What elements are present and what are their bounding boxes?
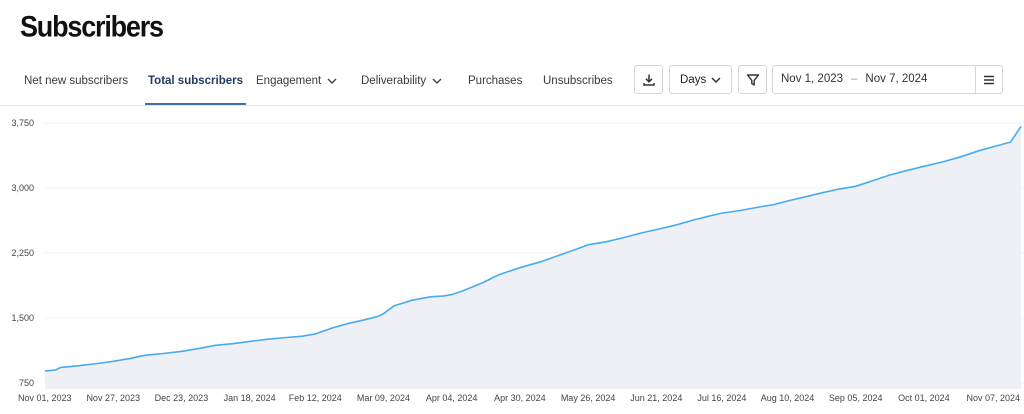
chart-area-fill: [45, 126, 1021, 389]
tab-unsubscribes[interactable]: Unsubscribes: [543, 62, 613, 105]
date-range-text: Nov 1, 2023– Nov 7, 2024: [781, 66, 927, 93]
x-tick-label: Jul 16, 2024: [697, 393, 746, 403]
date-end: Nov 7, 2024: [865, 73, 928, 85]
date-range-picker[interactable]: Nov 1, 2023– Nov 7, 2024: [772, 65, 1003, 94]
y-tick-label: 1,500: [11, 313, 34, 323]
x-tick-label: Apr 30, 2024: [494, 393, 546, 403]
y-tick-label: 3,000: [11, 183, 34, 193]
hamburger-menu-icon: [984, 75, 994, 84]
x-axis: Nov 01, 2023 Nov 27, 2023 Dec 23, 2023 Jan …: [18, 393, 1020, 403]
x-tick-label: May 26, 2024: [561, 393, 616, 403]
y-tick-label: 2,250: [11, 248, 34, 258]
x-tick-label: Apr 04, 2024: [426, 393, 478, 403]
x-tick-label: Oct 01, 2024: [898, 393, 950, 403]
x-tick-label: Dec 23, 2023: [155, 393, 209, 403]
filter-icon: [746, 73, 759, 86]
y-tick-label: 750: [19, 378, 34, 388]
x-tick-label: Jan 18, 2024: [224, 393, 276, 403]
tab-purchases[interactable]: Purchases: [468, 62, 522, 105]
x-tick-label: Nov 27, 2023: [86, 393, 140, 403]
download-button[interactable]: [634, 65, 663, 94]
interval-value: Days: [680, 73, 707, 86]
tab-label: Total subscribers: [148, 75, 244, 87]
tab-net-new-subscribers[interactable]: Net new subscribers: [24, 62, 128, 105]
x-tick-label: Aug 10, 2024: [761, 393, 815, 403]
tab-label: Net new subscribers: [24, 75, 129, 87]
date-separator: –: [851, 73, 858, 85]
tab-engagement[interactable]: Engagement: [256, 62, 337, 105]
chevron-down-icon: [711, 76, 721, 83]
tab-label: Deliverability: [361, 75, 427, 87]
chart-series-line: [44, 126, 1022, 372]
tab-label: Purchases: [468, 75, 523, 87]
x-tick-label: Nov 07, 2024: [966, 393, 1020, 403]
x-tick-label: Sep 05, 2024: [829, 393, 883, 403]
chevron-down-icon: [432, 78, 442, 84]
tab-label: Engagement: [256, 75, 322, 87]
y-tick-label: 3,750: [11, 118, 34, 128]
tab-label: Unsubscribes: [543, 75, 613, 87]
interval-select[interactable]: Days: [669, 65, 732, 94]
chevron-down-icon: [327, 78, 337, 84]
date-menu-button[interactable]: [975, 66, 1002, 93]
page-title: Subscribers: [20, 10, 164, 44]
report-toolbar: Net new subscribers Total subscribers En…: [0, 62, 1024, 106]
tab-total-subscribers[interactable]: Total subscribers: [144, 62, 247, 105]
x-tick-label: Nov 01, 2023: [18, 393, 72, 403]
filter-button[interactable]: [738, 65, 767, 94]
x-tick-label: Jun 21, 2024: [630, 393, 682, 403]
download-icon: [642, 74, 655, 86]
tab-deliverability[interactable]: Deliverability: [361, 62, 442, 105]
date-start: Nov 1, 2023: [781, 73, 844, 85]
x-tick-label: Feb 12, 2024: [289, 393, 342, 403]
y-axis: 750 1,500 2,250 3,000 3,750: [11, 118, 34, 388]
x-tick-label: Mar 09, 2024: [357, 393, 410, 403]
